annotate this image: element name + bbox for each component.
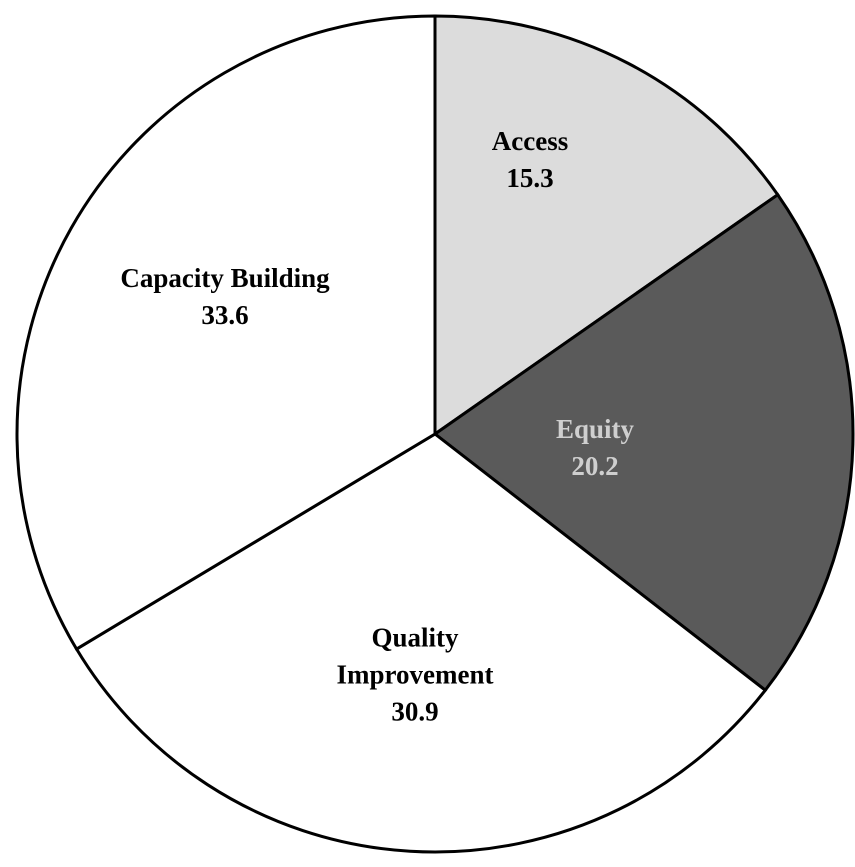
slice-name: Capacity Building <box>120 263 330 293</box>
pie-slice <box>15 14 437 652</box>
pie-slice <box>433 14 780 437</box>
slice-name: Quality Improvement <box>336 622 494 690</box>
slice-label: Quality Improvement 30.9 <box>315 620 515 731</box>
slice-value: 33.6 <box>201 300 249 330</box>
slice-label: Capacity Building 33.6 <box>75 260 375 334</box>
slice-value: 30.9 <box>391 696 439 727</box>
slice-name: Access <box>491 126 569 156</box>
slice-value: 15.3 <box>506 163 554 193</box>
slice-name: Equity <box>555 414 635 444</box>
slice-label: Equity 20.2 <box>495 411 695 485</box>
slice-value: 20.2 <box>571 451 619 481</box>
pie-slice <box>74 432 768 854</box>
pie-slice <box>432 192 855 693</box>
slice-label: Access 15.3 <box>430 123 630 197</box>
